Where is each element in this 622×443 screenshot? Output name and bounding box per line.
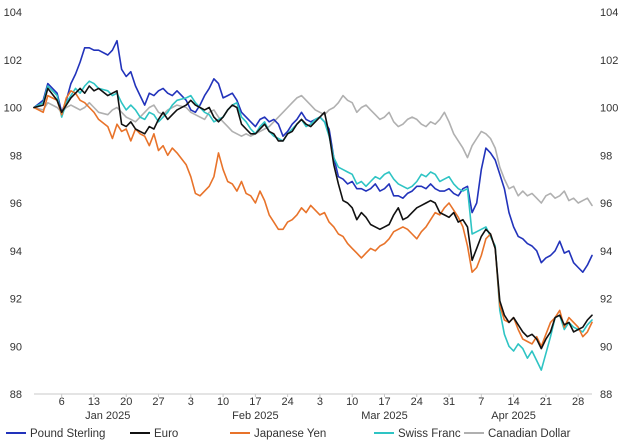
y-tick-left: 90: [10, 341, 22, 353]
x-tick-label: 20: [120, 396, 132, 408]
series-line-swiss-franc: [33, 80, 593, 371]
y-tick-right: 102: [600, 55, 618, 67]
x-month-label: Apr 2025: [491, 410, 536, 422]
series-line-japanese-yen: [33, 90, 593, 348]
legend-label: Japanese Yen: [254, 428, 326, 440]
series-line-canadian-dollar: [33, 94, 593, 207]
x-month-label: Jan 2025: [85, 410, 130, 422]
x-tick-label: 31: [443, 396, 455, 408]
y-axis-right: 88 90 92 94 96 98 100 102 104: [600, 7, 618, 401]
legend-item-swiss-franc: Swiss Franc: [374, 428, 461, 440]
y-tick-right: 96: [600, 198, 612, 210]
x-month-label: Mar 2025: [361, 410, 407, 422]
legend-item-pound-sterling: Pound Sterling: [6, 428, 105, 440]
x-tick-label: 17: [249, 396, 261, 408]
legend-label: Euro: [154, 428, 178, 440]
y-tick-right: 88: [600, 389, 612, 401]
y-tick-right: 92: [600, 294, 612, 306]
y-tick-left: 100: [4, 103, 22, 115]
x-month-label: Feb 2025: [232, 410, 278, 422]
y-tick-left: 104: [4, 7, 22, 19]
x-tick-label: 27: [152, 396, 164, 408]
legend-label: Pound Sterling: [30, 428, 105, 440]
x-tick-label: 7: [478, 396, 484, 408]
x-tick-label: 3: [317, 396, 323, 408]
y-tick-right: 98: [600, 150, 612, 162]
y-tick-right: 94: [600, 246, 612, 258]
x-tick-label: 10: [217, 396, 229, 408]
x-tick-label: 24: [411, 396, 423, 408]
legend-item-euro: Euro: [130, 428, 178, 440]
x-tick-label: 6: [59, 396, 65, 408]
x-tick-label: 3: [188, 396, 194, 408]
series-line-euro: [33, 85, 593, 350]
legend: Pound Sterling Euro Japanese Yen Swiss Fran…: [6, 428, 571, 440]
x-tick-label: 10: [346, 396, 358, 408]
y-tick-left: 94: [10, 246, 22, 258]
y-tick-left: 102: [4, 55, 22, 67]
legend-label: Canadian Dollar: [488, 428, 571, 440]
y-axis-left: 88 90 92 94 96 98 100 102 104: [4, 7, 22, 401]
y-tick-left: 98: [10, 150, 22, 162]
y-tick-left: 88: [10, 389, 22, 401]
x-tick-label: 28: [572, 396, 584, 408]
x-tick-label: 21: [540, 396, 552, 408]
x-tick-label: 13: [88, 396, 100, 408]
legend-item-japanese-yen: Japanese Yen: [230, 428, 326, 440]
plot-area: [33, 39, 593, 371]
y-tick-right: 100: [600, 103, 618, 115]
y-tick-left: 96: [10, 198, 22, 210]
x-tick-label: 17: [378, 396, 390, 408]
legend-label: Swiss Franc: [398, 428, 461, 440]
y-tick-right: 90: [600, 341, 612, 353]
x-tick-label: 14: [507, 396, 519, 408]
y-tick-left: 92: [10, 294, 22, 306]
legend-item-canadian-dollar: Canadian Dollar: [464, 428, 571, 440]
series-line-pound-sterling: [33, 39, 593, 274]
x-tick-label: 24: [282, 396, 294, 408]
x-axis: 6 13 20 27 3 10 17 24 3 10 17 24 31 7 14 21 28 Jan 2025 Fe…: [34, 393, 592, 422]
y-tick-right: 104: [600, 7, 618, 19]
